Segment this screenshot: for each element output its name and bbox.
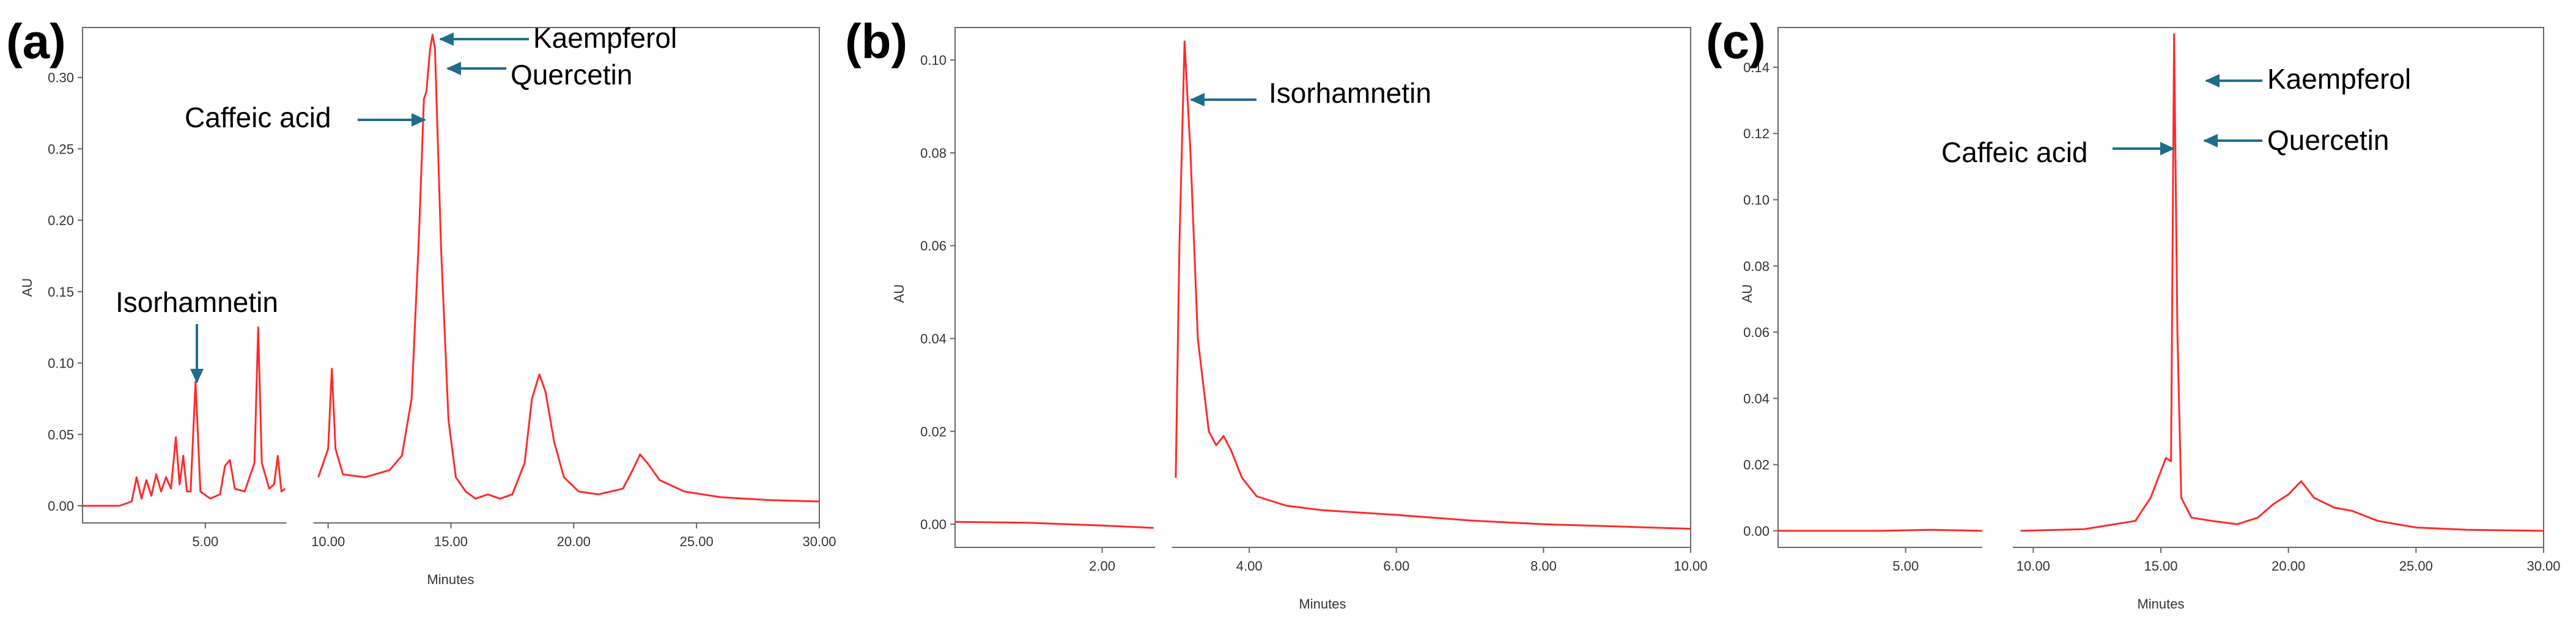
- chart-panel-2: 0.00 0.02 0.04 0.06 0.08 0.10 0.12 0.14 5.00 10.0…: [1706, 14, 2561, 612]
- x-tick-label: 10.00: [2017, 558, 2050, 574]
- x-tick-label: 10.00: [1674, 558, 1707, 574]
- annotation-quercetin-a: Quercetin: [511, 59, 632, 91]
- y-tick-label: 0.04: [920, 331, 947, 346]
- chart-panel-1: 0.00 0.02 0.04 0.06 0.08 0.10 2.00 4.00 6.00 8.00…: [845, 14, 1708, 612]
- x-tick-label: 5.00: [192, 534, 218, 549]
- y-axis-label: AU: [1740, 284, 1755, 303]
- axis-break: [1155, 546, 1172, 550]
- y-tick-label: 0.00: [1743, 524, 1770, 539]
- y-tick-label: 0.25: [48, 141, 74, 157]
- annotation-caffeic-acid-a: Caffeic acid: [185, 102, 331, 133]
- panel-label: (b): [845, 14, 907, 68]
- annotation-isorhamnetin-a: Isorhamnetin: [116, 286, 278, 318]
- x-tick-label: 25.00: [2399, 558, 2433, 574]
- x-tick-label: 5.00: [1892, 558, 1919, 574]
- x-tick-label: 15.00: [2144, 558, 2177, 574]
- x-tick-label: 4.00: [1236, 558, 1263, 574]
- plot-frame: [954, 27, 1691, 548]
- y-tick-label: 0.10: [1743, 193, 1770, 208]
- chromatogram-trace-segment: [1778, 528, 1982, 532]
- panel-label: (a): [6, 14, 66, 68]
- x-tick-label: 10.00: [311, 534, 345, 549]
- y-tick-label: 0.10: [920, 53, 947, 68]
- annotation-kaempferol-c: Kaempferol: [2267, 63, 2411, 95]
- chromatogram-trace-segment: [317, 34, 820, 503]
- annotation-caffeic-acid-c: Caffeic acid: [1941, 136, 2088, 168]
- x-tick-label: 15.00: [434, 534, 468, 549]
- y-tick-label: 0.10: [48, 356, 74, 371]
- y-axis-label: AU: [891, 284, 907, 303]
- y-tick-label: 0.05: [48, 427, 74, 442]
- chromatogram-trace-segment: [1175, 40, 1691, 530]
- axis-break: [286, 521, 314, 526]
- x-tick-label: 30.00: [802, 534, 836, 549]
- y-axis-label: AU: [20, 278, 35, 297]
- y-tick-label: 0.08: [920, 146, 947, 161]
- y-tick-label: 0.02: [1743, 457, 1770, 473]
- y-tick-label: 0.02: [920, 424, 947, 439]
- y-tick-label: 0.04: [1743, 391, 1770, 406]
- y-tick-label: 0.14: [1743, 60, 1770, 75]
- chart-panel-0: 0.00 0.05 0.10 0.15 0.20 0.25 0.30 5.00 10.00 15.…: [6, 14, 836, 587]
- y-tick-label: 0.00: [48, 498, 74, 514]
- x-tick-label: 20.00: [557, 534, 591, 549]
- chromatogram-trace-segment: [2020, 33, 2544, 532]
- x-tick-label: 25.00: [680, 534, 714, 549]
- annotation-kaempferol: Kaempferol: [533, 22, 677, 54]
- y-tick-label: 0.06: [920, 239, 947, 254]
- y-tick-label: 0.12: [1743, 126, 1770, 141]
- y-tick-label: 0.00: [920, 517, 947, 532]
- y-tick-label: 0.15: [48, 284, 74, 300]
- annotation-quercetin-c: Quercetin: [2267, 124, 2389, 156]
- axis-break: [1982, 546, 2013, 550]
- y-tick-label: 0.08: [1743, 259, 1770, 274]
- y-tick-label: 0.20: [48, 213, 74, 228]
- x-tick-label: 20.00: [2272, 558, 2305, 574]
- y-tick-label: 0.30: [48, 70, 74, 86]
- x-tick-label: 2.00: [1089, 558, 1115, 574]
- x-axis-label: Minutes: [2137, 596, 2184, 612]
- chromatogram-trace-segment: [954, 520, 1154, 529]
- x-tick-label: 30.00: [2526, 558, 2560, 574]
- x-axis-label: Minutes: [427, 572, 474, 587]
- x-tick-label: 8.00: [1530, 558, 1557, 574]
- chromatogram-trace-segment: [83, 326, 286, 507]
- y-tick-label: 0.06: [1743, 325, 1770, 340]
- x-tick-label: 6.00: [1383, 558, 1409, 574]
- panel-label: (c): [1706, 14, 1766, 68]
- x-axis-label: Minutes: [1299, 596, 1346, 612]
- annotation-isorhamnetin-b: Isorhamnetin: [1269, 77, 1431, 109]
